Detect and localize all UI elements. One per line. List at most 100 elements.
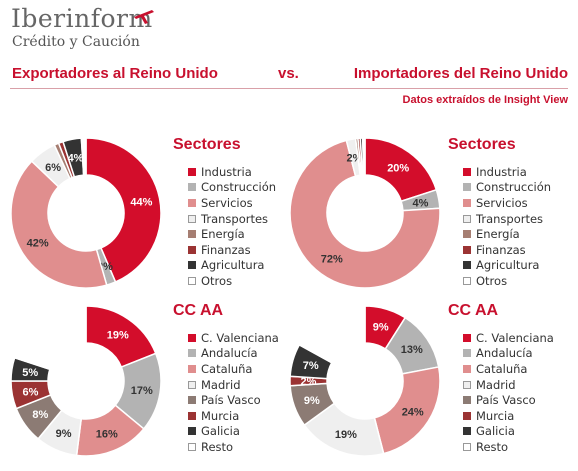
legend-label: C. Valenciana	[476, 330, 554, 345]
legend-swatch	[188, 380, 196, 389]
legend-label: C. Valenciana	[201, 330, 279, 345]
legend-item-andalucia: Andalucía	[188, 346, 279, 362]
legend-swatch	[188, 276, 196, 285]
legend-swatch	[463, 442, 471, 451]
legend-item-galicia: Galicia	[463, 424, 554, 440]
legend-label: Energía	[476, 227, 520, 242]
legend-label: Industria	[476, 164, 527, 179]
legend-swatch	[463, 276, 471, 285]
legend-label: Madrid	[476, 377, 516, 392]
legend-swatch	[463, 183, 471, 192]
slice-servicios	[289, 139, 441, 289]
legend-swatch	[188, 245, 196, 254]
legend-item-pais-vasco: País Vasco	[463, 392, 554, 408]
legend-item-otros: Otros	[463, 273, 551, 289]
legend-label: País Vasco	[476, 393, 536, 408]
slice-label-andalucia: 13%	[401, 344, 423, 356]
header-divider	[10, 88, 568, 89]
legend-label: Agricultura	[476, 258, 540, 273]
legend-swatch	[463, 198, 471, 207]
legend-item-servicios: Servicios	[188, 195, 276, 211]
legend-label: Transportes	[476, 211, 544, 226]
legend-item-servicios: Servicios	[463, 195, 551, 211]
legend-swatch	[463, 411, 471, 420]
slice-resto	[298, 305, 366, 364]
legend-label: Resto	[476, 439, 509, 454]
slice-label-pais-vasco: 9%	[304, 395, 320, 407]
legend-swatch	[188, 333, 196, 342]
legend-label: Galicia	[476, 424, 515, 439]
legend-swatch	[188, 167, 196, 176]
slice-label-cataluna: 24%	[402, 406, 424, 418]
slice-industria	[85, 137, 162, 283]
legend-swatch	[188, 183, 196, 192]
slice-servicios	[10, 160, 108, 289]
legend-label: Finanzas	[476, 242, 526, 257]
legend-item-resto: Resto	[463, 439, 554, 455]
legend-swatch	[463, 230, 471, 239]
title-sectores-exportadores: Sectores	[173, 136, 241, 153]
legend-label: Murcia	[201, 408, 240, 423]
legend-swatch	[188, 349, 196, 358]
legend-label: Otros	[476, 273, 508, 288]
legend-label: Industria	[201, 164, 252, 179]
legend-item-cataluna: Cataluña	[188, 361, 279, 377]
logo: Iberinform	[11, 4, 153, 33]
legend-sectores-exportadores: Industria Construcción Servicios Transporte…	[188, 164, 276, 289]
legend-item-finanzas: Finanzas	[188, 242, 276, 258]
legend-swatch	[463, 167, 471, 176]
legend-swatch	[188, 198, 196, 207]
legend-item-energia: Energía	[188, 226, 276, 242]
slice-label-madrid: 9%	[56, 428, 72, 440]
legend-label: Andalucía	[201, 346, 258, 361]
legend-item-construccion: Construcción	[463, 180, 551, 196]
legend-swatch	[463, 245, 471, 254]
legend-swatch	[188, 396, 196, 405]
legend-label: Construcción	[201, 180, 277, 195]
legend-item-agricultura: Agricultura	[463, 258, 551, 274]
legend-ccaa-importadores: C. Valenciana Andalucía Cataluña Madrid País…	[463, 330, 554, 455]
legend-item-madrid: Madrid	[463, 377, 554, 393]
slice-label-andalucia: 17%	[131, 385, 153, 397]
logo-subtitle: Crédito y Caución	[12, 34, 140, 50]
legend-item-finanzas: Finanzas	[463, 242, 551, 258]
legend-label: Construcción	[476, 180, 552, 195]
slice-label-murcia: 2%	[301, 376, 317, 388]
legend-swatch	[188, 427, 196, 436]
slice-label-servicios: 72%	[321, 254, 343, 266]
slice-label-agricultura: 4%	[68, 152, 84, 164]
legend-item-andalucia: Andalucía	[463, 346, 554, 362]
legend-swatch	[463, 261, 471, 270]
legend-label: Andalucía	[476, 346, 533, 361]
title-importadores: Importadores del Reino Unido	[353, 65, 568, 82]
legend-item-resto: Resto	[188, 439, 279, 455]
slice-label-galicia: 5%	[22, 367, 38, 379]
legend-label: Murcia	[476, 408, 515, 423]
donut-exportadores-sectores: 44%2%42%6%4%	[10, 137, 162, 289]
legend-label: Madrid	[201, 377, 241, 392]
legend-item-murcia: Murcia	[188, 408, 279, 424]
legend-swatch	[188, 214, 196, 223]
slice-otros	[80, 137, 87, 176]
legend-label: Cataluña	[201, 361, 253, 376]
legend-label: Finanzas	[201, 242, 251, 257]
legend-label: Energía	[201, 227, 245, 242]
legend-sectores-importadores: Industria Construcción Servicios Transporte…	[463, 164, 551, 289]
legend-swatch	[188, 364, 196, 373]
legend-swatch	[463, 364, 471, 373]
slice-label-cataluna: 16%	[96, 429, 118, 441]
slice-label-servicios: 42%	[27, 237, 49, 249]
slice-label-madrid: 19%	[335, 429, 357, 441]
title-ccaa-exportadores: CC AA	[173, 302, 224, 319]
legend-label: Otros	[201, 273, 233, 288]
legend-swatch	[463, 380, 471, 389]
slice-label-industria: 20%	[387, 162, 409, 174]
slice-label-transportes: 6%	[45, 162, 61, 174]
legend-item-construccion: Construcción	[188, 180, 276, 196]
donut-exportadores-ccaa: 19% 17% 16% 9% 8% 6% 5%	[10, 305, 162, 457]
legend-item-transportes: Transportes	[463, 211, 551, 227]
legend-label: Galicia	[201, 424, 240, 439]
donut-importadores-sectores: 20%4%72%2%	[289, 137, 441, 289]
legend-label: País Vasco	[201, 393, 261, 408]
legend-item-industria: Industria	[463, 164, 551, 180]
